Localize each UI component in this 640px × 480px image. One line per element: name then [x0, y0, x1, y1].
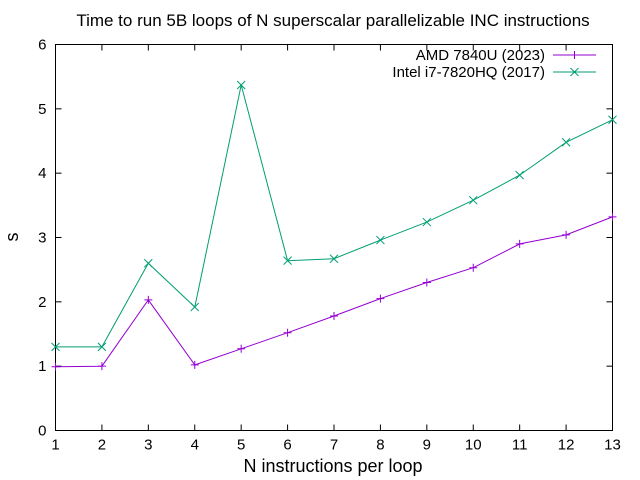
y-tick-label: 1 [38, 358, 46, 375]
legend-label: AMD 7840U (2023) [416, 47, 545, 64]
series-layer [51, 80, 617, 371]
legend-item: AMD 7840U (2023) [416, 47, 596, 64]
data-point [570, 51, 579, 59]
data-point [376, 235, 385, 245]
data-point [144, 295, 153, 304]
x-tick-label: 5 [237, 437, 245, 454]
data-point [283, 256, 292, 266]
data-point [422, 217, 432, 227]
data-point [515, 239, 524, 248]
x-tick-label: 7 [330, 437, 338, 454]
y-tick-label: 3 [38, 230, 46, 247]
x-tick-label: 6 [283, 437, 291, 454]
y-tick-label: 5 [38, 101, 46, 118]
chart-title: Time to run 5B loops of N superscalar pa… [76, 11, 589, 30]
data-point [570, 67, 579, 77]
x-tick-label: 13 [604, 437, 621, 454]
y-tick-label: 0 [38, 423, 46, 440]
data-point [143, 258, 153, 268]
data-point [329, 254, 339, 264]
x-tick-label: 9 [423, 437, 431, 454]
data-point [190, 360, 199, 369]
y-axis: 0 1 2 3 4 5 6 [38, 37, 613, 440]
x-tick-label: 2 [98, 437, 106, 454]
data-point [561, 137, 571, 147]
data-point [608, 212, 617, 221]
series-2 [51, 80, 617, 352]
plot-frame [55, 44, 613, 431]
x-axis: 1 2 3 4 5 6 7 8 9 10 11 12 13 [51, 44, 621, 454]
data-point [51, 342, 60, 352]
x-tick-label: 11 [512, 437, 528, 454]
series-line [55, 84, 613, 348]
data-point [469, 263, 478, 272]
legend-label: Intel i7-7820HQ (2017) [392, 64, 545, 81]
data-point [51, 362, 60, 371]
data-point [190, 302, 200, 312]
data-point [422, 278, 431, 287]
data-point [376, 294, 385, 303]
data-point [468, 195, 478, 205]
x-axis-label: N instructions per loop [243, 456, 422, 476]
data-point [237, 344, 246, 353]
data-point [236, 80, 246, 90]
x-tick-label: 4 [191, 437, 199, 454]
data-point [97, 342, 107, 352]
data-point [283, 328, 292, 337]
y-tick-label: 4 [38, 165, 46, 182]
legend: AMD 7840U (2023)Intel i7-7820HQ (2017) [392, 47, 596, 81]
series-line [55, 216, 613, 368]
data-point [515, 170, 525, 180]
x-tick-label: 12 [558, 437, 575, 454]
x-tick-label: 10 [465, 437, 482, 454]
y-axis-label: s [2, 233, 22, 242]
data-point [330, 311, 338, 320]
data-point [97, 362, 106, 371]
data-point [562, 230, 571, 239]
legend-item: Intel i7-7820HQ (2017) [392, 64, 596, 81]
y-tick-label: 6 [38, 37, 46, 54]
x-tick-label: 8 [376, 437, 384, 454]
x-tick-label: 3 [144, 437, 152, 454]
x-tick-label: 1 [51, 437, 59, 454]
y-tick-label: 2 [38, 294, 46, 311]
data-point [608, 115, 617, 125]
series-1 [51, 212, 617, 371]
